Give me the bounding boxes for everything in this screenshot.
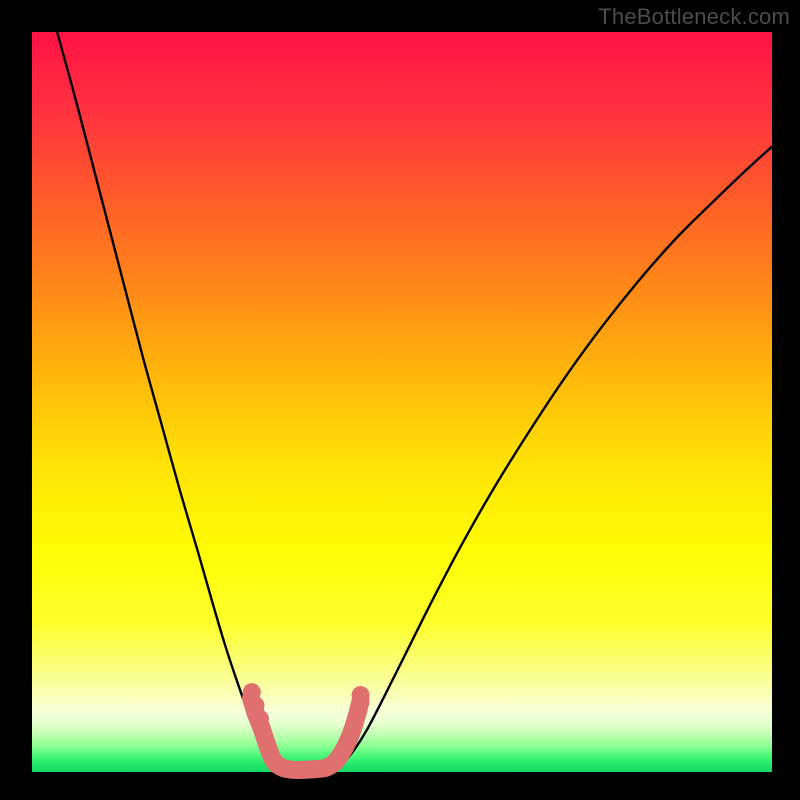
chart-frame: TheBottleneck.com [0,0,800,800]
watermark-text: TheBottleneck.com [598,4,790,30]
right-curve [327,147,772,772]
highlight-u-mark [251,698,361,770]
highlight-bead [352,686,370,704]
left-curve [57,32,288,771]
curve-overlay [0,0,800,800]
highlight-bead [251,710,269,728]
